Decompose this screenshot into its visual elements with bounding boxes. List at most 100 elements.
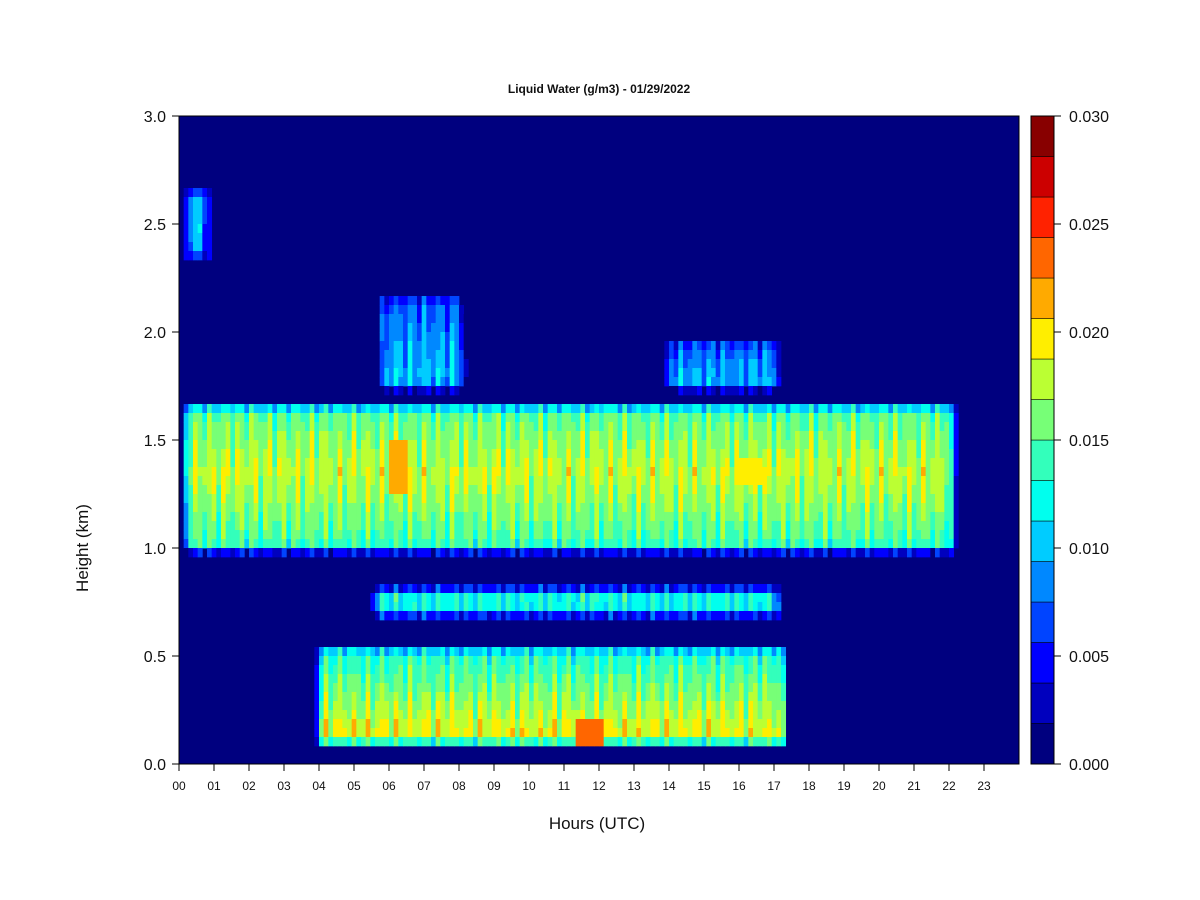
heatmap-cell	[767, 386, 773, 396]
heatmap-cell	[771, 683, 777, 693]
heatmap-cell	[613, 503, 619, 513]
heatmap-cell	[669, 404, 675, 414]
heatmap-cell	[272, 512, 278, 522]
heatmap-cell	[743, 485, 749, 495]
heatmap-cell	[715, 710, 721, 720]
heatmap-cell	[529, 503, 535, 513]
heatmap-cell	[720, 350, 726, 360]
heatmap-cell	[865, 467, 871, 477]
heatmap-cell	[799, 413, 805, 423]
heatmap-cell	[211, 485, 217, 495]
heatmap-cell	[617, 422, 623, 432]
heatmap-cell	[519, 611, 525, 621]
heatmap-cell	[407, 350, 413, 360]
heatmap-cell	[743, 404, 749, 414]
heatmap-cell	[529, 665, 535, 675]
heatmap-cell	[869, 485, 875, 495]
heatmap-cell	[753, 449, 759, 459]
heatmap-cell	[566, 638, 572, 648]
heatmap-cell	[263, 413, 269, 423]
heatmap-cell	[197, 251, 203, 261]
heatmap-cell	[398, 332, 404, 342]
heatmap-cell	[337, 467, 343, 477]
heatmap-cell	[538, 449, 544, 459]
heatmap-cell	[589, 602, 595, 612]
colorbar-segment	[1030, 439, 1055, 481]
heatmap-cell	[897, 458, 903, 468]
heatmap-cell	[431, 719, 437, 729]
heatmap-cell	[743, 377, 749, 387]
heatmap-cell	[776, 683, 782, 693]
heatmap-cell	[935, 539, 941, 549]
heatmap-cell	[403, 404, 409, 414]
heatmap-cell	[641, 467, 647, 477]
heatmap-cell	[197, 548, 203, 558]
heatmap-cell	[781, 521, 787, 531]
heatmap-cell	[230, 467, 236, 477]
heatmap-cell	[701, 611, 707, 621]
heatmap-cell	[183, 251, 189, 261]
heatmap-cell	[603, 404, 609, 414]
heatmap-cell	[496, 701, 502, 711]
heatmap-cell	[351, 647, 357, 657]
heatmap-cell	[673, 530, 679, 540]
heatmap-cell	[505, 674, 511, 684]
heatmap-cell	[491, 449, 497, 459]
heatmap-cell	[767, 503, 773, 513]
heatmap-cell	[753, 728, 759, 738]
heatmap-cell	[641, 728, 647, 738]
heatmap-cell	[328, 494, 334, 504]
heatmap-cell	[365, 485, 371, 495]
heatmap-cell	[692, 413, 698, 423]
heatmap-cell	[440, 647, 446, 657]
heatmap-cell	[883, 503, 889, 513]
heatmap-cell	[613, 422, 619, 432]
heatmap-cell	[473, 701, 479, 711]
heatmap-cell	[655, 449, 661, 459]
heatmap-cell	[715, 737, 721, 747]
heatmap-cell	[734, 710, 740, 720]
heatmap-cell	[538, 692, 544, 702]
heatmap-cell	[370, 422, 376, 432]
heatmap-cell	[725, 503, 731, 513]
heatmap-cell	[781, 440, 787, 450]
heatmap-cell	[715, 638, 721, 648]
heatmap-cell	[617, 602, 623, 612]
heatmap-cell	[893, 512, 899, 522]
heatmap-cell	[650, 692, 656, 702]
heatmap-cell	[375, 647, 381, 657]
heatmap-cell	[403, 647, 409, 657]
heatmap-cell	[911, 539, 917, 549]
heatmap-cell	[403, 593, 409, 603]
heatmap-cell	[790, 404, 796, 414]
title-layer: Liquid Water (g/m3) - 01/29/2022 Hours (…	[73, 82, 690, 833]
heatmap-cell	[351, 476, 357, 486]
heatmap-cell	[729, 413, 735, 423]
heatmap-cell	[515, 422, 521, 432]
heatmap-cell	[617, 503, 623, 513]
heatmap-cell	[692, 422, 698, 432]
heatmap-cell	[515, 503, 521, 513]
heatmap-cell	[729, 521, 735, 531]
heatmap-cell	[473, 602, 479, 612]
heatmap-cell	[501, 548, 507, 558]
heatmap-cell	[277, 521, 283, 531]
heatmap-cell	[818, 548, 824, 558]
heatmap-cell	[608, 494, 614, 504]
heatmap-cell	[398, 710, 404, 720]
heatmap-cell	[449, 674, 455, 684]
heatmap-cell	[678, 656, 684, 666]
heatmap-cell	[342, 458, 348, 468]
heatmap-cell	[333, 476, 339, 486]
heatmap-cell	[477, 440, 483, 450]
heatmap-cell	[818, 485, 824, 495]
heatmap-cell	[907, 476, 913, 486]
heatmap-cell	[720, 404, 726, 414]
heatmap-cell	[412, 386, 418, 396]
heatmap-cell	[384, 314, 390, 324]
heatmap-cell	[893, 440, 899, 450]
heatmap-cell	[477, 692, 483, 702]
heatmap-cell	[715, 413, 721, 423]
heatmap-cell	[715, 485, 721, 495]
heatmap-cell	[440, 467, 446, 477]
